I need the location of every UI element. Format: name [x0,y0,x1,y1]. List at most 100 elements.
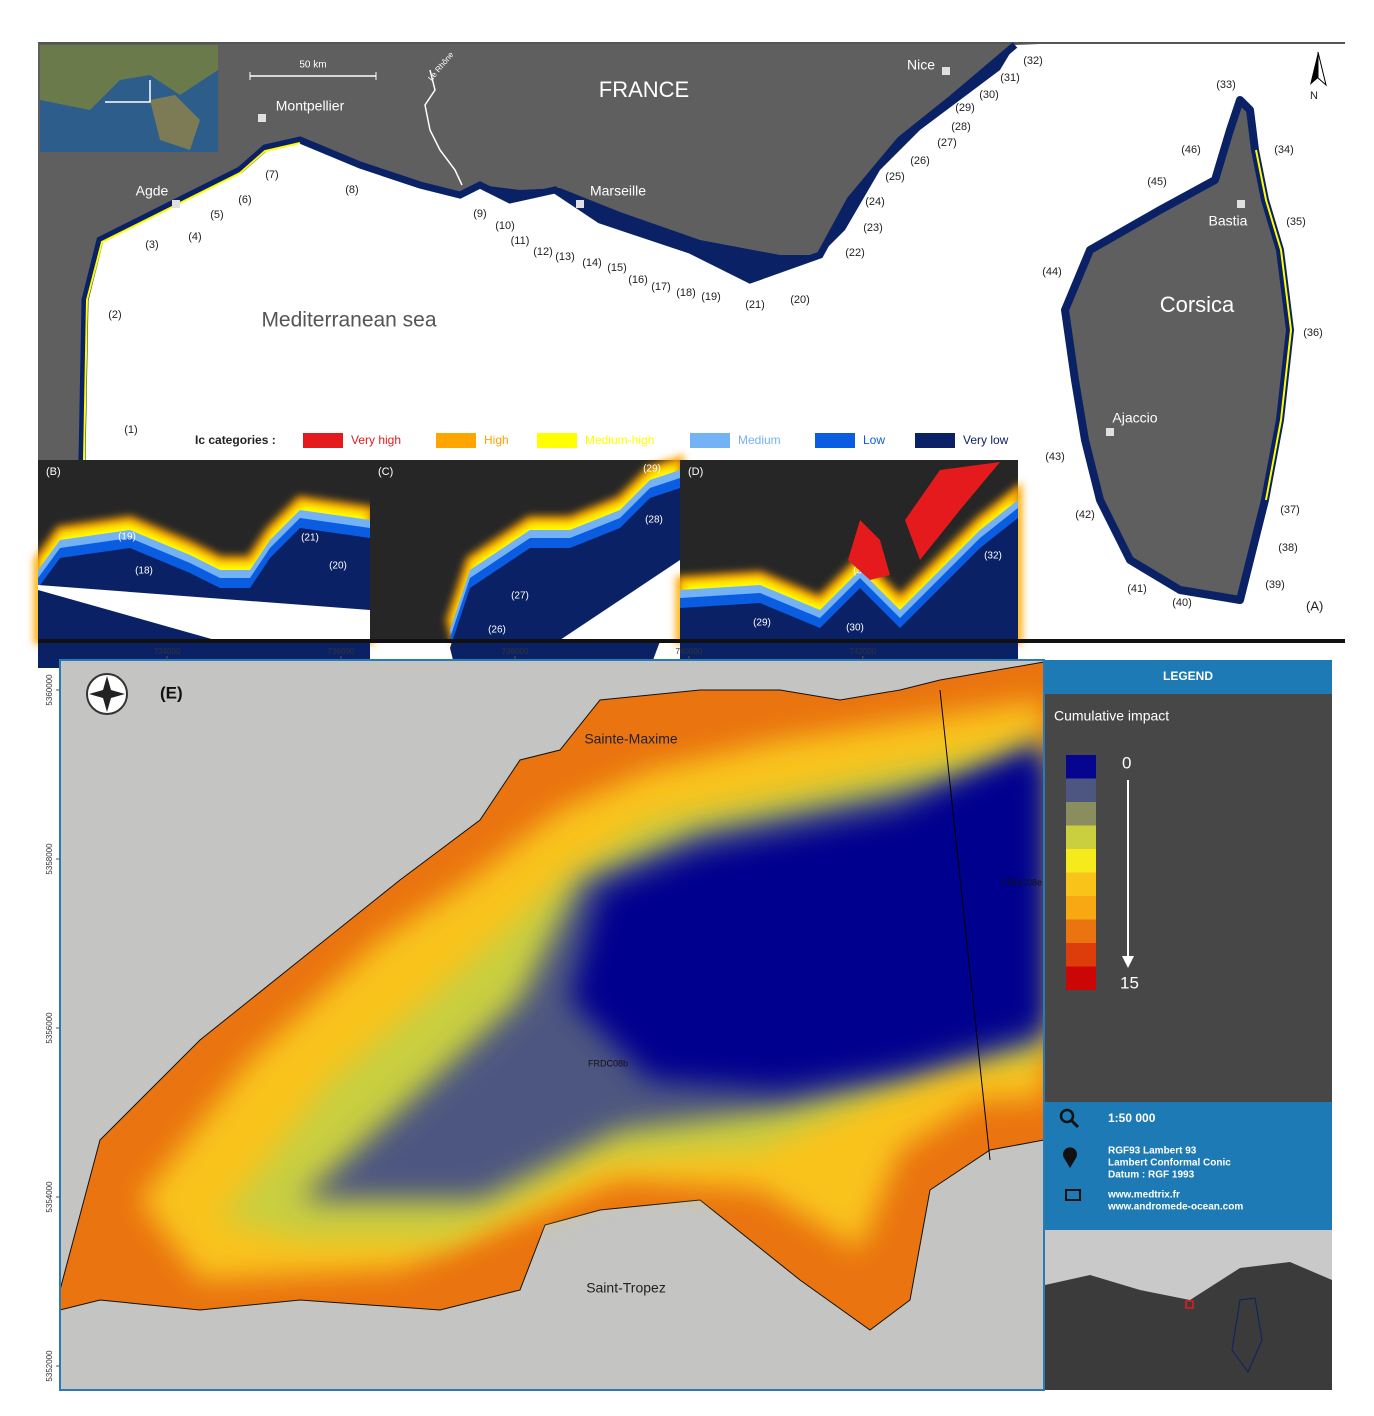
zone-label: (21) [745,299,765,311]
x-tick-label: 740000 [676,647,703,656]
scale-label: 50 km [299,60,326,71]
zone-label: (35) [1286,216,1306,228]
zone-label: (24) [865,196,885,208]
legend-info [1045,1102,1332,1230]
zone-label: (36) [1303,327,1323,339]
north-label: N [1310,90,1318,102]
zone-label: (30) [846,623,864,634]
legend-label: High [484,433,509,447]
y-tick-label: 5354000 [45,1181,54,1213]
zone-label: (21) [301,533,319,544]
legend-swatch [815,433,855,448]
inset-label: (B) [46,466,61,478]
legend-swatch [303,433,343,448]
scale-min: 0 [1122,753,1131,772]
inset-label: (D) [688,466,703,478]
zone-label: (40) [1172,597,1192,609]
legend-subtitle: Cumulative impact [1054,708,1169,724]
marseille-toulon-shelf [480,185,820,280]
city-marker [258,114,266,122]
north-arrow [1310,52,1318,85]
zone-label: (29) [643,464,661,475]
legend-title: Ic categories : [195,433,276,447]
scale-max: 15 [1120,973,1139,992]
zone-label: (29) [955,102,975,114]
locator-box [105,80,151,103]
icon-zoom [1059,1108,1075,1124]
zone-label: (6) [238,194,251,206]
city-label: Marseille [590,183,646,199]
legend-swatch [436,433,476,448]
sea [82,44,1040,460]
zone-label: (32) [984,551,1002,562]
city-label: Bastia [1209,213,1248,229]
zone-label: (25) [885,171,905,183]
ramp-swatch [1066,825,1096,849]
ramp-swatch [1066,966,1096,990]
legend-swatch [915,433,955,448]
zone-label: (2) [108,309,121,321]
water-body-label: FRDC08b [588,1058,628,1068]
ramp-swatch [1066,849,1096,873]
corsica [1061,96,1294,604]
y-tick-label: 5360000 [45,674,54,706]
zone-label: (44) [1042,266,1062,278]
water-body-label: FRDC08e [1002,877,1042,887]
zone-label: (11) [511,235,530,247]
zone-label: (18) [676,287,696,299]
projection: RGF93 Lambert 93 [1108,1146,1197,1157]
zone-label: (16) [628,274,648,286]
zone-label: (26) [488,625,506,636]
locator-island [1231,1297,1263,1373]
riviera-shelf [820,45,1015,255]
panel-label: (E) [160,683,183,702]
legend-label: Medium-high [585,433,654,447]
zone-label: (3) [145,239,158,251]
zone-label: (31) [1000,72,1020,84]
city-label: Ajaccio [1112,410,1157,426]
ramp-swatch [1066,943,1096,967]
zone-label: (39) [1265,579,1285,591]
zone-label: (20) [329,561,347,572]
inset-hotspot [848,520,890,580]
zone-label: (26) [910,155,930,167]
legend-label: Very low [963,433,1009,447]
zone-label: (10) [495,220,515,232]
country-label: FRANCE [599,77,689,102]
zone-label: (5) [210,209,223,221]
zone-label: (27) [511,591,529,602]
y-tick-label: 5352000 [45,1350,54,1382]
zone-label: (4) [188,231,201,243]
scale-text: 1:50 000 [1108,1111,1156,1125]
city-marker [172,200,180,208]
icon-pin [1063,1147,1078,1168]
place-label: Sainte-Maxime [584,731,678,747]
legend-header [1045,660,1332,694]
zone-label: (30) [979,89,999,101]
north-arrow [1317,51,1327,87]
zone-label: (46) [1181,144,1201,156]
zone-label: (38) [1278,542,1298,554]
zone-label: (28) [645,515,663,526]
ramp-swatch [1066,896,1096,920]
x-tick-label: 742000 [849,647,876,656]
zone-label: (29) [753,618,771,629]
city-label: Montpellier [276,98,345,114]
legend-label: Low [863,433,885,447]
legend-label: Medium [738,433,781,447]
panel-label: (A) [1306,598,1323,613]
zone-label: (33) [1216,79,1236,91]
zone-label: (15) [607,262,627,274]
panel-e-frame [59,659,1045,1391]
x-tick-label: 734000 [154,647,181,656]
locator-land [40,45,218,110]
zone-label: (20) [790,294,810,306]
legend-title: LEGEND [1163,669,1213,683]
city-marker [576,200,584,208]
ramp-swatch [1066,872,1096,896]
place-label: Saint-Tropez [586,1280,666,1296]
zone-label: (23) [863,222,883,234]
zone-label: (7) [265,169,278,181]
city-label: Agde [136,183,169,199]
